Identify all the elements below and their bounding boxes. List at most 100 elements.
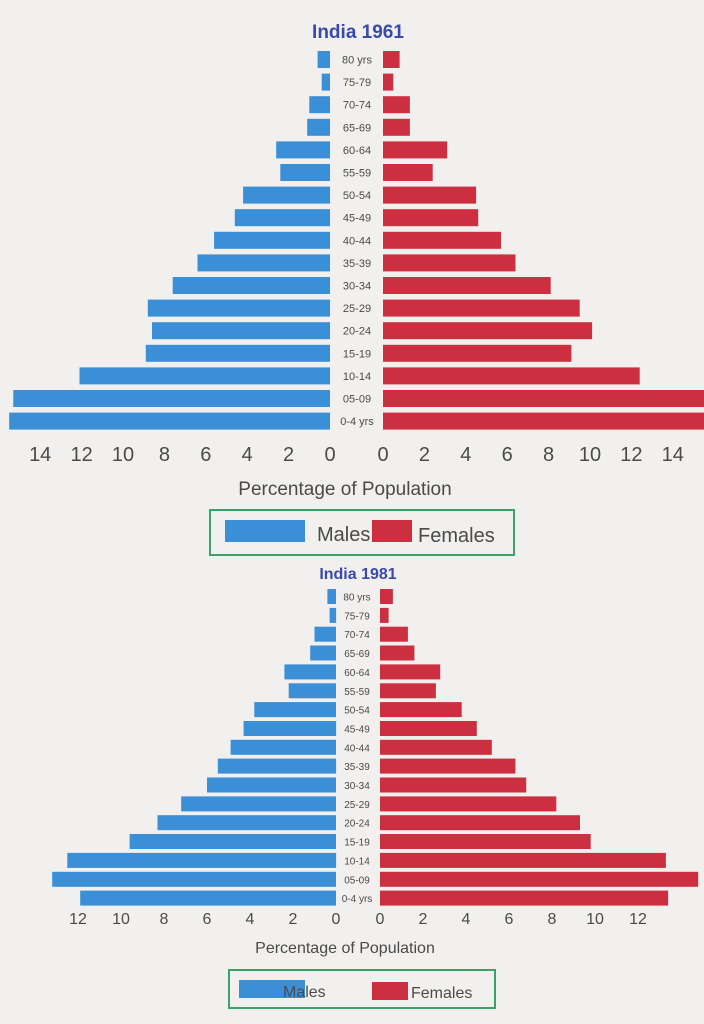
chart1-female-bar (383, 51, 400, 68)
chart1-male-bar (79, 367, 330, 385)
chart2-age-label: 30-34 (344, 781, 370, 792)
chart1-male-tick: 2 (283, 444, 294, 466)
chart2-age-label: 80 yrs (343, 593, 370, 604)
chart1-female-bar (383, 118, 410, 136)
chart1-male-tick: 14 (29, 444, 51, 466)
chart2-age-label: 10-14 (344, 856, 370, 867)
chart2-female-bar (380, 645, 415, 661)
chart2-female-tick: 12 (629, 911, 647, 928)
chart1-male-tick: 6 (200, 444, 211, 466)
chart2-male-tick: 2 (289, 911, 298, 928)
chart2-male-bar (243, 721, 337, 736)
chart2-age-label: 05-09 (344, 875, 370, 886)
chart1-male-bar (234, 209, 330, 227)
chart2-female-bar (380, 589, 393, 604)
chart1-male-bar (309, 96, 330, 114)
chart2-female-bar (380, 890, 669, 906)
chart1-male-bar (152, 322, 330, 340)
chart2-male-bar (129, 834, 336, 849)
chart2-female-bar (380, 815, 580, 831)
chart2-age-label: 55-59 (344, 687, 370, 698)
chart2-female-bar (380, 664, 441, 680)
chart2-male-tick: 0 (332, 911, 341, 928)
chart1-male-tick: 8 (159, 444, 170, 466)
chart2-female-bar (380, 739, 492, 755)
chart1-male-bar (317, 51, 330, 68)
chart2-age-label: 65-69 (344, 649, 370, 660)
chart1-female-tick: 6 (502, 444, 513, 466)
chart1-age-label: 15-19 (343, 348, 371, 360)
chart2-male-bar (230, 739, 336, 755)
chart1-legend-male-label: Males (317, 524, 370, 546)
chart1-age-label: 55-59 (343, 168, 371, 180)
chart2-female-tick: 2 (419, 911, 428, 928)
chart2-female-bar (380, 758, 516, 774)
chart2-male-bar (217, 758, 337, 774)
chart1-male-bar (321, 73, 330, 91)
chart1-male-bar (214, 231, 330, 249)
chart2-male-tick: 4 (246, 911, 255, 928)
chart1-age-label: 50-54 (343, 190, 371, 202)
chart2-female-bar (380, 626, 408, 642)
chart1-male-tick: 10 (112, 444, 134, 466)
chart1-male-bar (280, 164, 330, 181)
chart1-female-bar (383, 412, 704, 430)
chart1-male-bar (145, 344, 330, 362)
chart2-female-bar (380, 796, 557, 812)
chart2-age-label: 25-29 (344, 800, 370, 811)
chart2-female-bar (380, 702, 462, 718)
chart2-female-tick: 4 (462, 911, 471, 928)
chart1-female-tick: 14 (662, 444, 684, 466)
chart1-female-bar (383, 96, 410, 114)
chart2-female-bar (380, 607, 389, 623)
chart1-male-bar (9, 412, 330, 430)
chart2-male-tick: 6 (203, 911, 212, 928)
chart2-male-bar (327, 589, 336, 604)
chart2-female-bar (380, 852, 666, 868)
chart2-male-bar (254, 702, 336, 718)
chart2-male-bar (157, 815, 336, 831)
chart2-age-label: 60-64 (344, 668, 370, 679)
chart2-male-tick: 12 (69, 911, 87, 928)
chart1-age-label: 10-14 (343, 371, 371, 383)
chart1-female-tick: 2 (419, 444, 430, 466)
chart2-male-bar (207, 777, 336, 793)
chart2-male-bar (52, 871, 336, 887)
chart2-female-bar (380, 777, 527, 793)
chart2-male-bar (284, 664, 336, 680)
chart2-age-label: 45-49 (344, 725, 370, 736)
chart2-female-tick: 8 (548, 911, 557, 928)
chart1-female-bar (383, 299, 580, 317)
chart1-female-bar (383, 164, 433, 181)
chart1-female-bar (383, 231, 501, 249)
chart2-male-bar (310, 645, 336, 661)
chart2-x-axis-label: Percentage of Population (255, 940, 435, 957)
chart1-legend-box (209, 509, 515, 556)
chart1-x-axis-label: Percentage of Population (238, 479, 451, 500)
chart2-male-tick: 8 (160, 911, 169, 928)
chart1-male-tick: 4 (242, 444, 253, 466)
chart1-male-tick: 12 (70, 444, 92, 466)
chart2-age-label: 20-24 (344, 819, 370, 830)
chart1-female-bar (383, 390, 704, 407)
chart2-female-bar (380, 834, 591, 849)
chart2-male-bar (329, 607, 337, 623)
chart2-male-bar (67, 852, 337, 868)
chart1-male-bar (147, 299, 330, 317)
chart2-age-label: 0-4 yrs (342, 894, 373, 905)
chart1-age-label: 75-79 (343, 77, 371, 89)
chart1-female-bar (383, 73, 394, 91)
chart2-age-label: 35-39 (344, 762, 370, 773)
chart2-female-bar (380, 683, 436, 699)
chart2-male-bar (80, 890, 336, 906)
chart1-age-label: 65-69 (343, 122, 371, 134)
chart1-male-bar (276, 141, 330, 159)
chart1-legend-female-swatch (372, 520, 412, 542)
chart1-age-label: 25-29 (343, 303, 371, 315)
chart1-age-label: 80 yrs (342, 55, 372, 67)
chart1-female-bar (383, 186, 477, 204)
chart2-age-label: 75-79 (344, 611, 370, 622)
chart2-legend-male-swatch (239, 980, 305, 998)
chart1-female-bar (383, 367, 640, 385)
